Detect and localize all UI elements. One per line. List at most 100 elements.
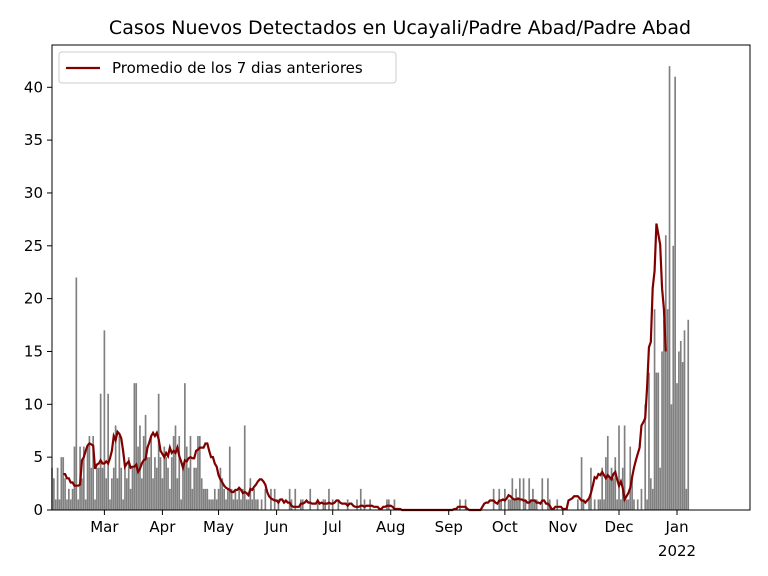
y-tick-label: 15 [24,342,43,360]
bar [524,499,527,510]
bar [631,478,633,510]
bar [668,66,671,510]
bar [228,446,231,510]
bar [96,467,98,510]
bar [213,488,216,510]
x-tick-label: Aug [376,518,405,536]
bar [577,499,579,510]
bar [666,309,669,510]
average-line [63,223,667,512]
bar [200,478,203,510]
bar [653,309,656,510]
bar [500,499,502,510]
bar [337,499,340,510]
bar [62,457,65,510]
bar [627,499,630,510]
bar [687,319,690,510]
bar [640,488,643,510]
bar [309,488,312,510]
bar [459,499,461,510]
bar [264,488,267,510]
bar [599,499,602,510]
bar [659,467,662,510]
bar [670,404,673,510]
bar [101,467,104,510]
bar [105,478,108,510]
bar [163,446,166,510]
bar [127,457,130,510]
bar [646,499,648,510]
x-tick-year-label: 2022 [658,542,696,560]
y-tick-label: 0 [33,501,43,519]
bar [663,319,665,510]
bar [122,499,124,510]
x-tick-label: Jul [323,518,342,536]
bar [73,446,76,510]
legend-box [58,51,397,84]
bar [614,457,617,510]
y-tick-label: 40 [24,78,43,96]
bar [155,467,158,510]
bar [126,478,128,510]
bar [150,436,153,510]
bar [97,467,100,510]
bar [651,488,654,510]
bar [464,499,467,510]
plot-frame [51,44,751,511]
bar [114,425,117,510]
bar [655,372,658,510]
bar [68,488,70,510]
bar [556,499,559,510]
bar [672,245,675,511]
bar [260,499,263,510]
y-tick-label: 35 [24,131,43,149]
bar [191,488,194,510]
bar [189,436,192,510]
bar [170,457,173,510]
legend-label: Promedio de los 7 dias anteriores [112,59,363,77]
bar [221,478,224,510]
x-tick-label: Oct [492,518,518,536]
x-tick-label: May [203,518,234,536]
bar [616,499,618,510]
bar [227,488,229,510]
bar [236,499,239,510]
bar [363,499,366,510]
bar [64,478,66,510]
bar-series [51,66,690,511]
bar [679,340,682,510]
bar [257,499,259,510]
bar [81,478,83,510]
x-tick-label: Mar [90,518,119,536]
bar [120,467,123,510]
bar [58,499,61,510]
x-tick-label: Sep [435,518,463,536]
bar [180,499,182,510]
bar [511,478,514,510]
bar [518,478,521,510]
bar [517,499,519,510]
bar [232,499,235,510]
bar [219,467,222,510]
bar [580,457,583,510]
bar [681,362,684,510]
bar [206,488,209,510]
bar [661,351,663,510]
bar [507,499,510,510]
bar [84,499,87,510]
bar [625,499,628,510]
bar [223,488,225,510]
bar [202,488,205,510]
bar [636,499,639,510]
bar [294,488,297,510]
bar [197,436,199,510]
bar [174,425,177,510]
y-tick-label: 25 [24,237,43,255]
bar [185,446,188,510]
bar [255,499,257,510]
bar [208,499,211,510]
legend: Promedio de los 7 dias anteriores [58,51,397,84]
bar [135,383,138,510]
bar [393,499,396,510]
bar [644,404,647,510]
